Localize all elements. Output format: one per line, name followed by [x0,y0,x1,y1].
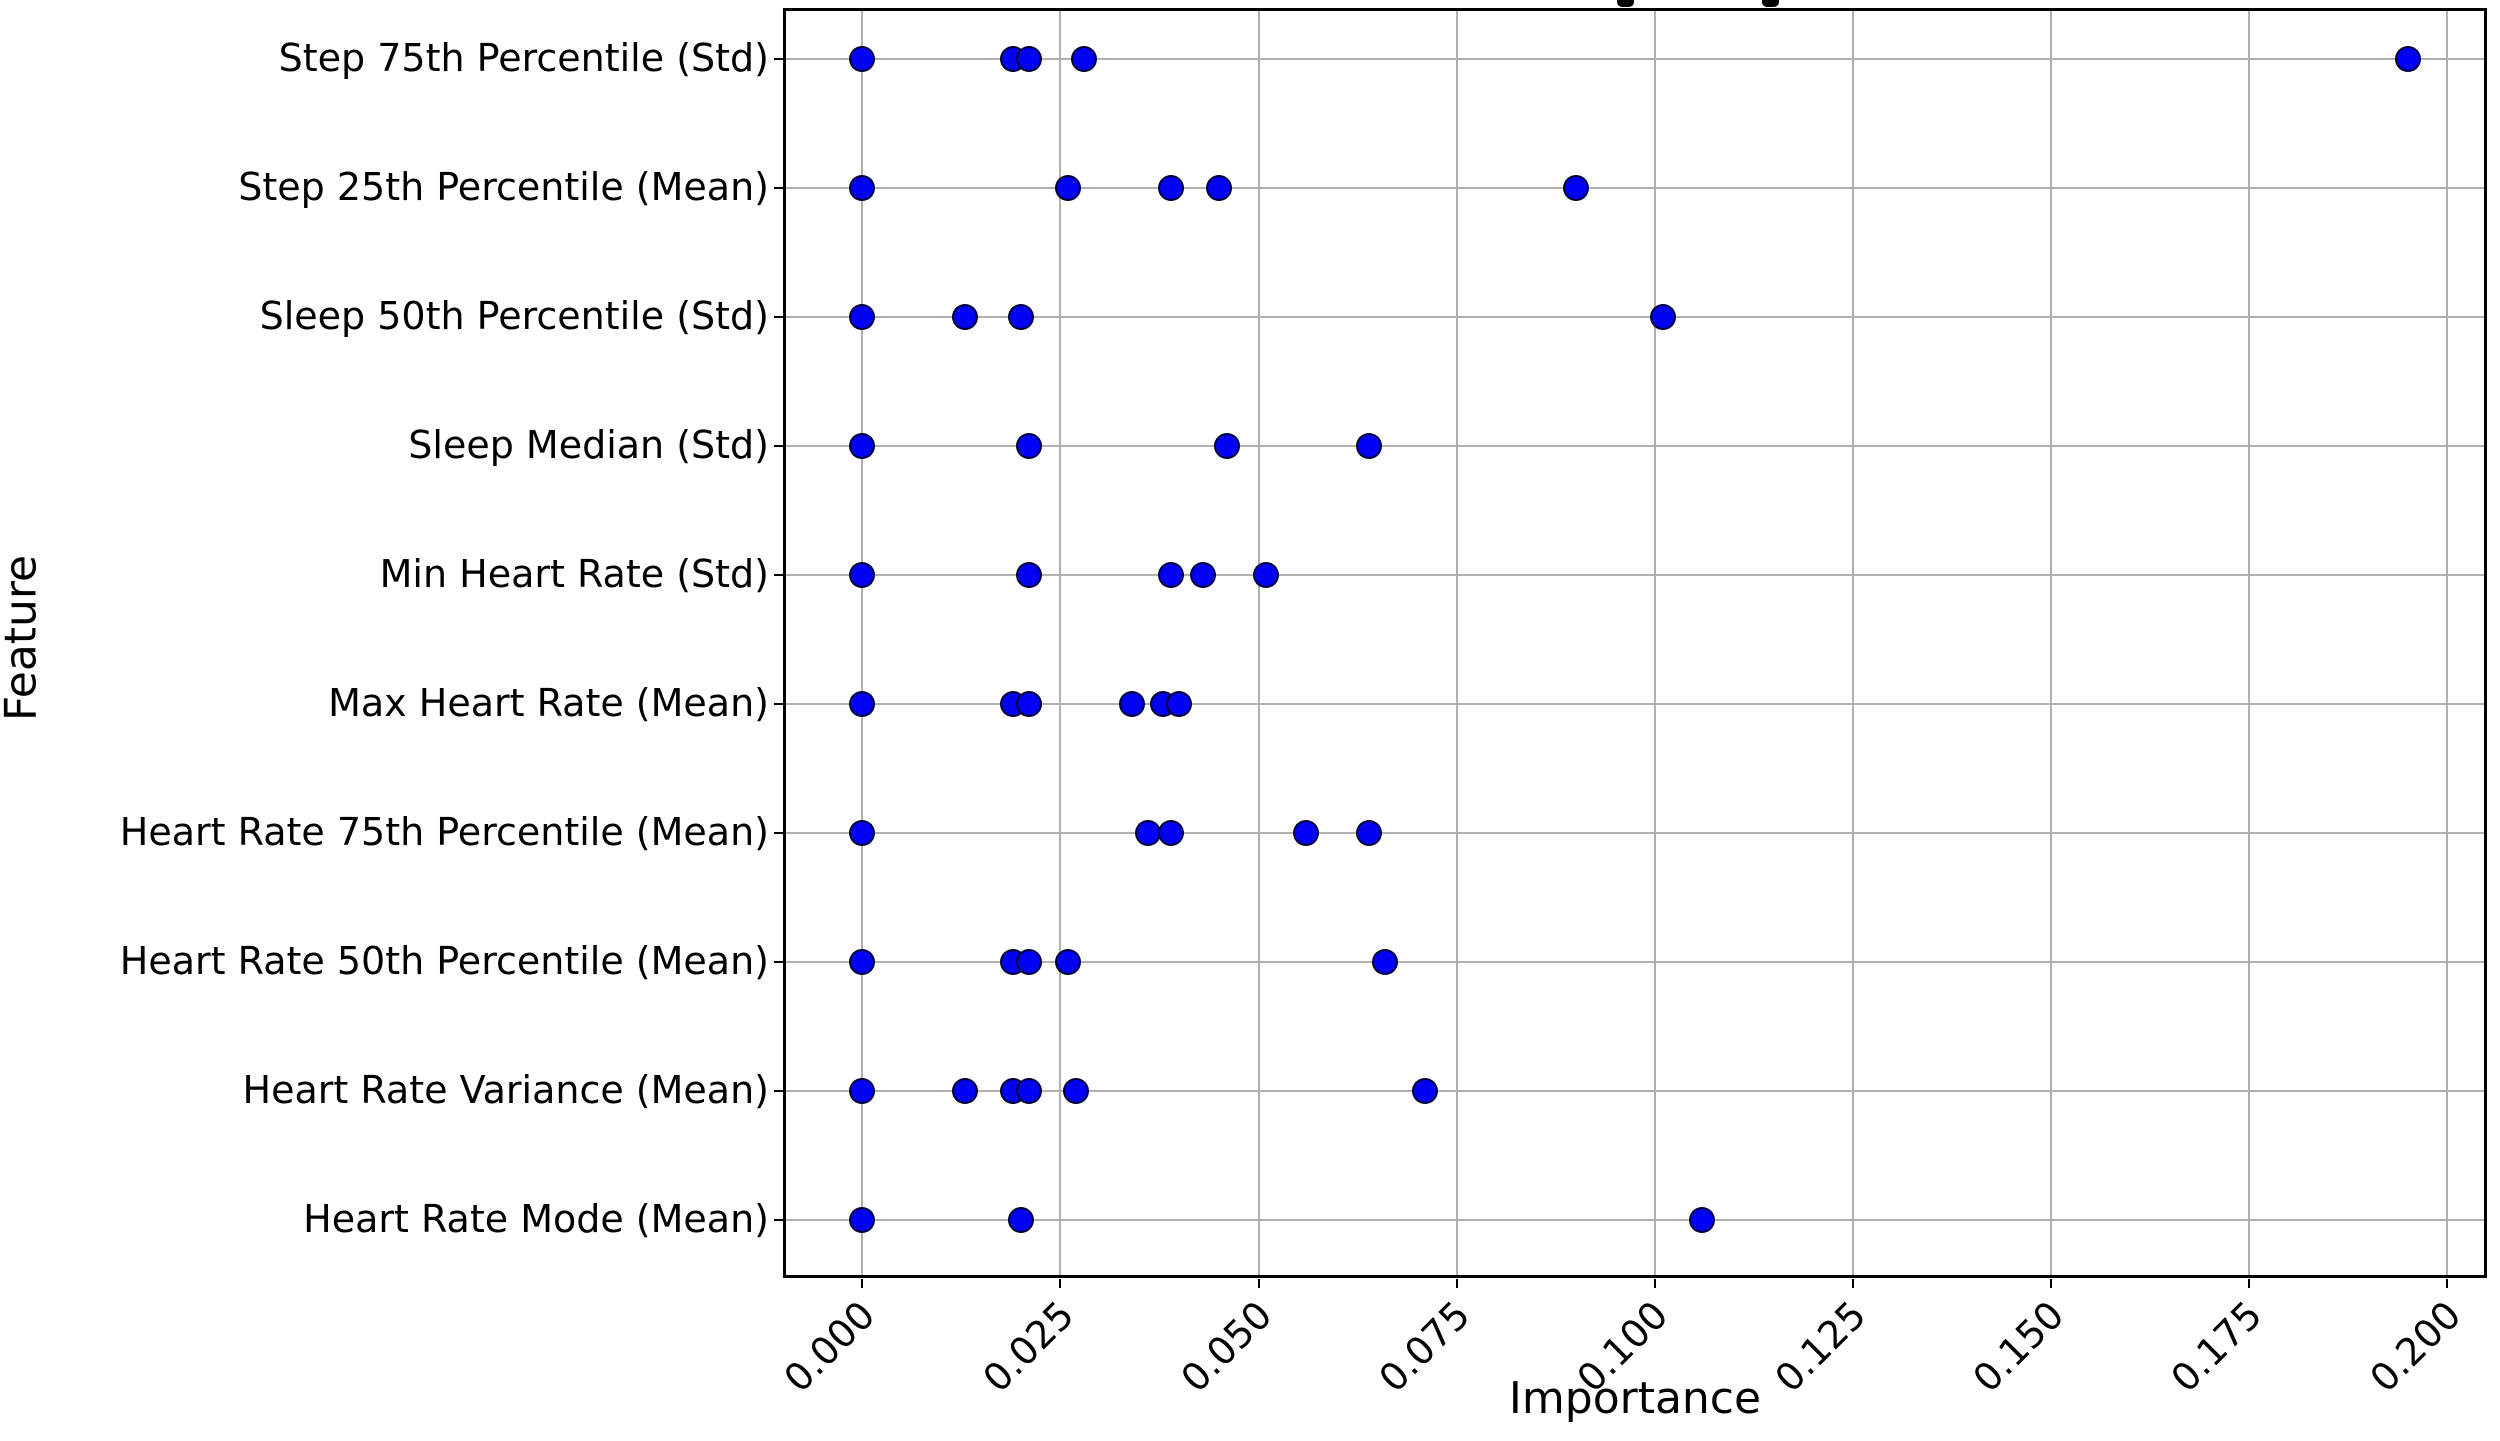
data-point [1015,949,1042,975]
x-tick-mark [2446,1279,2449,1288]
y-gridline [783,703,2487,705]
data-point [1071,46,1098,72]
x-tick-mark [1851,1279,1854,1288]
data-point [1007,304,1034,330]
x-gridline [1059,8,1062,1278]
data-point [1118,691,1145,717]
data-point [1411,1078,1438,1104]
data-point [1158,562,1185,588]
y-axis-title: Feature [0,554,47,722]
plot-border [783,8,2487,1278]
y-gridline [783,961,2487,963]
data-point [1015,562,1042,588]
y-tick-label: Min Heart Rate (Std) [379,552,769,597]
x-tick-mark [2248,1279,2251,1288]
y-tick-label: Sleep 50th Percentile (Std) [259,294,769,339]
data-point [1356,820,1383,846]
data-point [1007,1207,1034,1233]
data-point [1190,562,1217,588]
data-point [1649,304,1676,330]
y-tick-label: Step 75th Percentile (Std) [278,36,769,81]
data-point [849,304,876,330]
data-point [849,562,876,588]
cropped-title-fragment [1617,0,1634,7]
data-point [1015,691,1042,717]
y-tick-mark [774,1219,783,1221]
data-point [952,304,979,330]
y-gridline [783,832,2487,834]
y-gridline [783,574,2487,576]
y-tick-mark [774,187,783,189]
data-point [1562,175,1589,201]
x-gridline [861,8,864,1278]
data-point [1055,175,1082,201]
x-tick-mark [1653,1279,1656,1288]
x-tick-mark [1059,1279,1062,1288]
x-gridline [2248,8,2251,1278]
y-tick-mark [774,445,783,447]
x-axis-title: Importance [1508,1373,1762,1424]
y-gridline [783,58,2487,60]
x-tick-mark [2050,1279,2053,1288]
x-gridline [1257,8,1260,1278]
x-gridline [1851,8,1854,1278]
data-point [1134,820,1161,846]
x-gridline [2446,8,2449,1278]
y-tick-label: Max Heart Rate (Mean) [328,681,769,726]
y-tick-mark [774,1090,783,1092]
y-tick-mark [774,58,783,60]
x-tick-mark [861,1279,864,1288]
y-tick-mark [774,316,783,318]
data-point [849,820,876,846]
data-point [849,949,876,975]
data-point [1055,949,1082,975]
y-gridline [783,445,2487,447]
data-point [1356,433,1383,459]
data-point [849,1207,876,1233]
x-tick-mark [1455,1279,1458,1288]
data-point [1293,820,1320,846]
y-tick-label: Heart Rate 75th Percentile (Mean) [119,810,769,855]
data-point [1253,562,1280,588]
data-point [1689,1207,1716,1233]
data-point [849,1078,876,1104]
data-point [1205,175,1232,201]
data-point [1372,949,1399,975]
y-tick-mark [774,574,783,576]
y-tick-mark [774,961,783,963]
y-gridline [783,187,2487,189]
y-tick-mark [774,832,783,834]
y-gridline [783,1090,2487,1092]
y-gridline [783,316,2487,318]
data-point [1158,820,1185,846]
y-tick-label: Step 25th Percentile (Mean) [238,165,769,210]
data-point [849,433,876,459]
y-tick-label: Sleep Median (Std) [408,423,769,468]
y-tick-mark [774,703,783,705]
cropped-title-fragment [1762,0,1779,7]
data-point [1158,175,1185,201]
data-point [1015,46,1042,72]
x-gridline [1653,8,1656,1278]
y-tick-label: Heart Rate 50th Percentile (Mean) [119,939,769,984]
x-gridline [1455,8,1458,1278]
y-gridline [783,1219,2487,1221]
data-point [1166,691,1193,717]
data-point [952,1078,979,1104]
data-point [2394,46,2421,72]
y-tick-label: Heart Rate Variance (Mean) [242,1068,769,1113]
data-point [1015,1078,1042,1104]
data-point [1213,433,1240,459]
data-point [1015,433,1042,459]
data-point [1063,1078,1090,1104]
y-tick-label: Heart Rate Mode (Mean) [303,1197,769,1242]
x-tick-mark [1257,1279,1260,1288]
x-gridline [2050,8,2053,1278]
data-point [849,46,876,72]
data-point [849,175,876,201]
data-point [849,691,876,717]
